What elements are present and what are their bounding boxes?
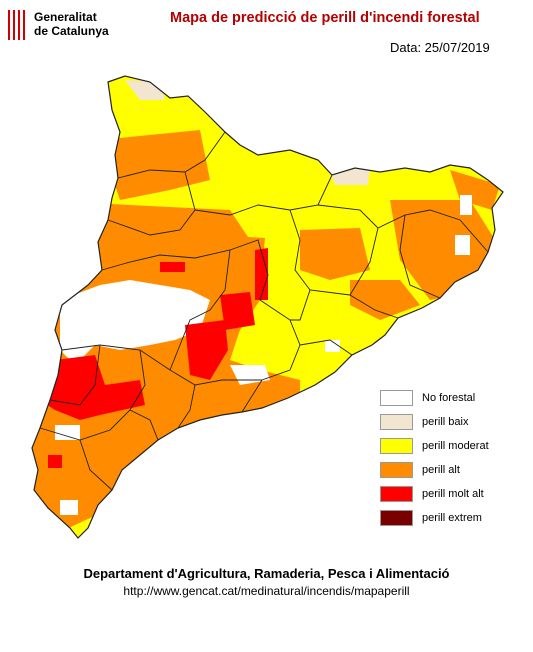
legend-label: perill molt alt	[422, 488, 484, 500]
legend-swatch	[380, 486, 413, 502]
zone-very-high-dot2	[48, 455, 62, 468]
logo-line-2: de Catalunya	[34, 24, 109, 38]
legend-swatch	[380, 462, 413, 478]
zone-non-forest-sw	[55, 425, 80, 440]
legend-swatch	[380, 414, 413, 430]
zone-very-high-center2	[220, 292, 255, 330]
legend-swatch	[380, 438, 413, 454]
legend-label: No forestal	[422, 392, 476, 404]
zone-non-forest-dot	[325, 340, 340, 352]
page-title: Mapa de predicció de perill d'incendi fo…	[170, 10, 480, 26]
legend-swatch	[380, 390, 413, 406]
legend-label: perill extrem	[422, 512, 482, 524]
legend-label: perill baix	[422, 416, 469, 428]
zone-high-north	[100, 130, 210, 200]
logo-text: Generalitat de Catalunya	[34, 10, 109, 38]
zone-high-center	[300, 228, 370, 280]
department-name: Departament d'Agricultura, Ramaderia, Pe…	[83, 566, 450, 581]
comarca-boundaries	[31, 75, 504, 539]
legend-swatch	[380, 510, 413, 526]
zone-non-forest-west	[60, 280, 210, 365]
senyera-icon	[8, 10, 28, 40]
zone-non-forest-south	[60, 500, 78, 515]
zone-high-east	[350, 280, 420, 320]
zone-high-central-strip	[215, 235, 265, 290]
legend-label: perill moderat	[422, 440, 489, 452]
zone-very-high-strip	[255, 248, 268, 300]
legend-label: perill alt	[422, 464, 460, 476]
zone-very-high-center	[185, 320, 228, 380]
logo-line-1: Generalitat	[34, 10, 97, 24]
zone-very-high-ebre	[40, 355, 145, 420]
zone-very-high-dot1	[160, 262, 185, 272]
fire-risk-map	[31, 75, 504, 539]
generalitat-logo: Generalitat de Catalunya	[8, 10, 168, 44]
zone-non-forest-ne2	[460, 195, 472, 215]
zone-non-forest-ne	[455, 235, 470, 255]
source-url[interactable]: http://www.gencat.cat/medinatural/incend…	[123, 584, 410, 598]
zone-low-east	[330, 168, 370, 185]
map-date: Data: 25/07/2019	[390, 40, 490, 55]
